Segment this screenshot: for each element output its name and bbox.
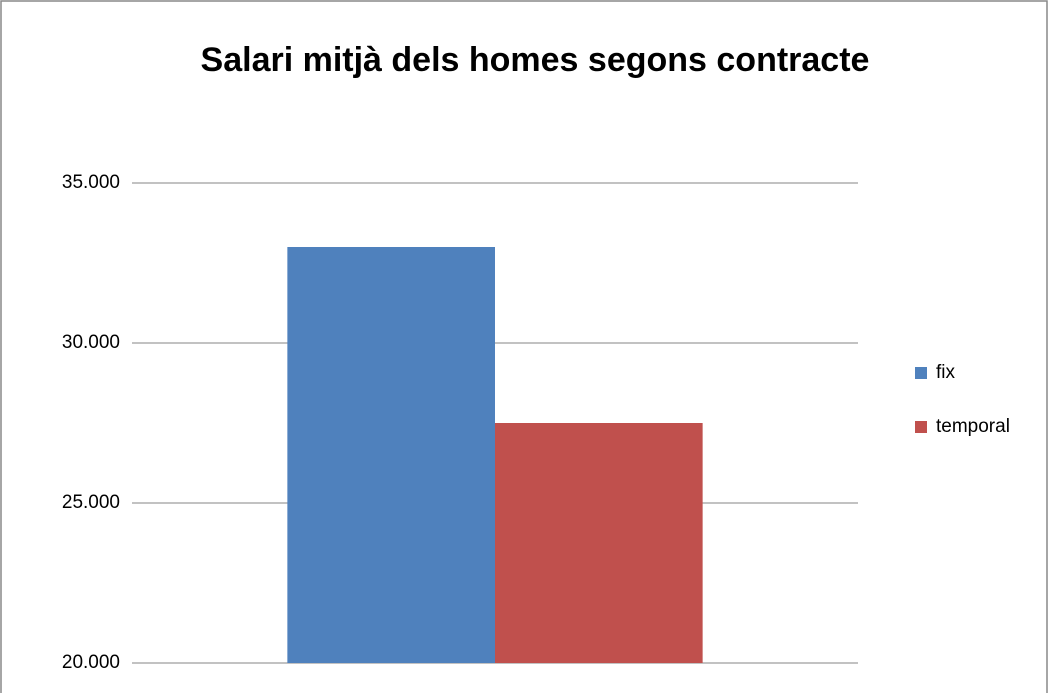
- legend-swatch: [915, 367, 927, 379]
- y-tick-label: 35.000: [62, 172, 120, 193]
- chart-title: Salari mitjà dels homes segons contracte: [201, 41, 870, 79]
- y-tick-label: 25.000: [62, 492, 120, 513]
- legend-swatch: [915, 421, 927, 433]
- bar: [287, 247, 495, 663]
- legend-label: temporal: [936, 416, 1010, 437]
- bar: [495, 423, 703, 663]
- y-tick-label: 20.000: [62, 652, 120, 673]
- legend-label: fix: [936, 362, 956, 383]
- y-tick-label: 30.000: [62, 332, 120, 353]
